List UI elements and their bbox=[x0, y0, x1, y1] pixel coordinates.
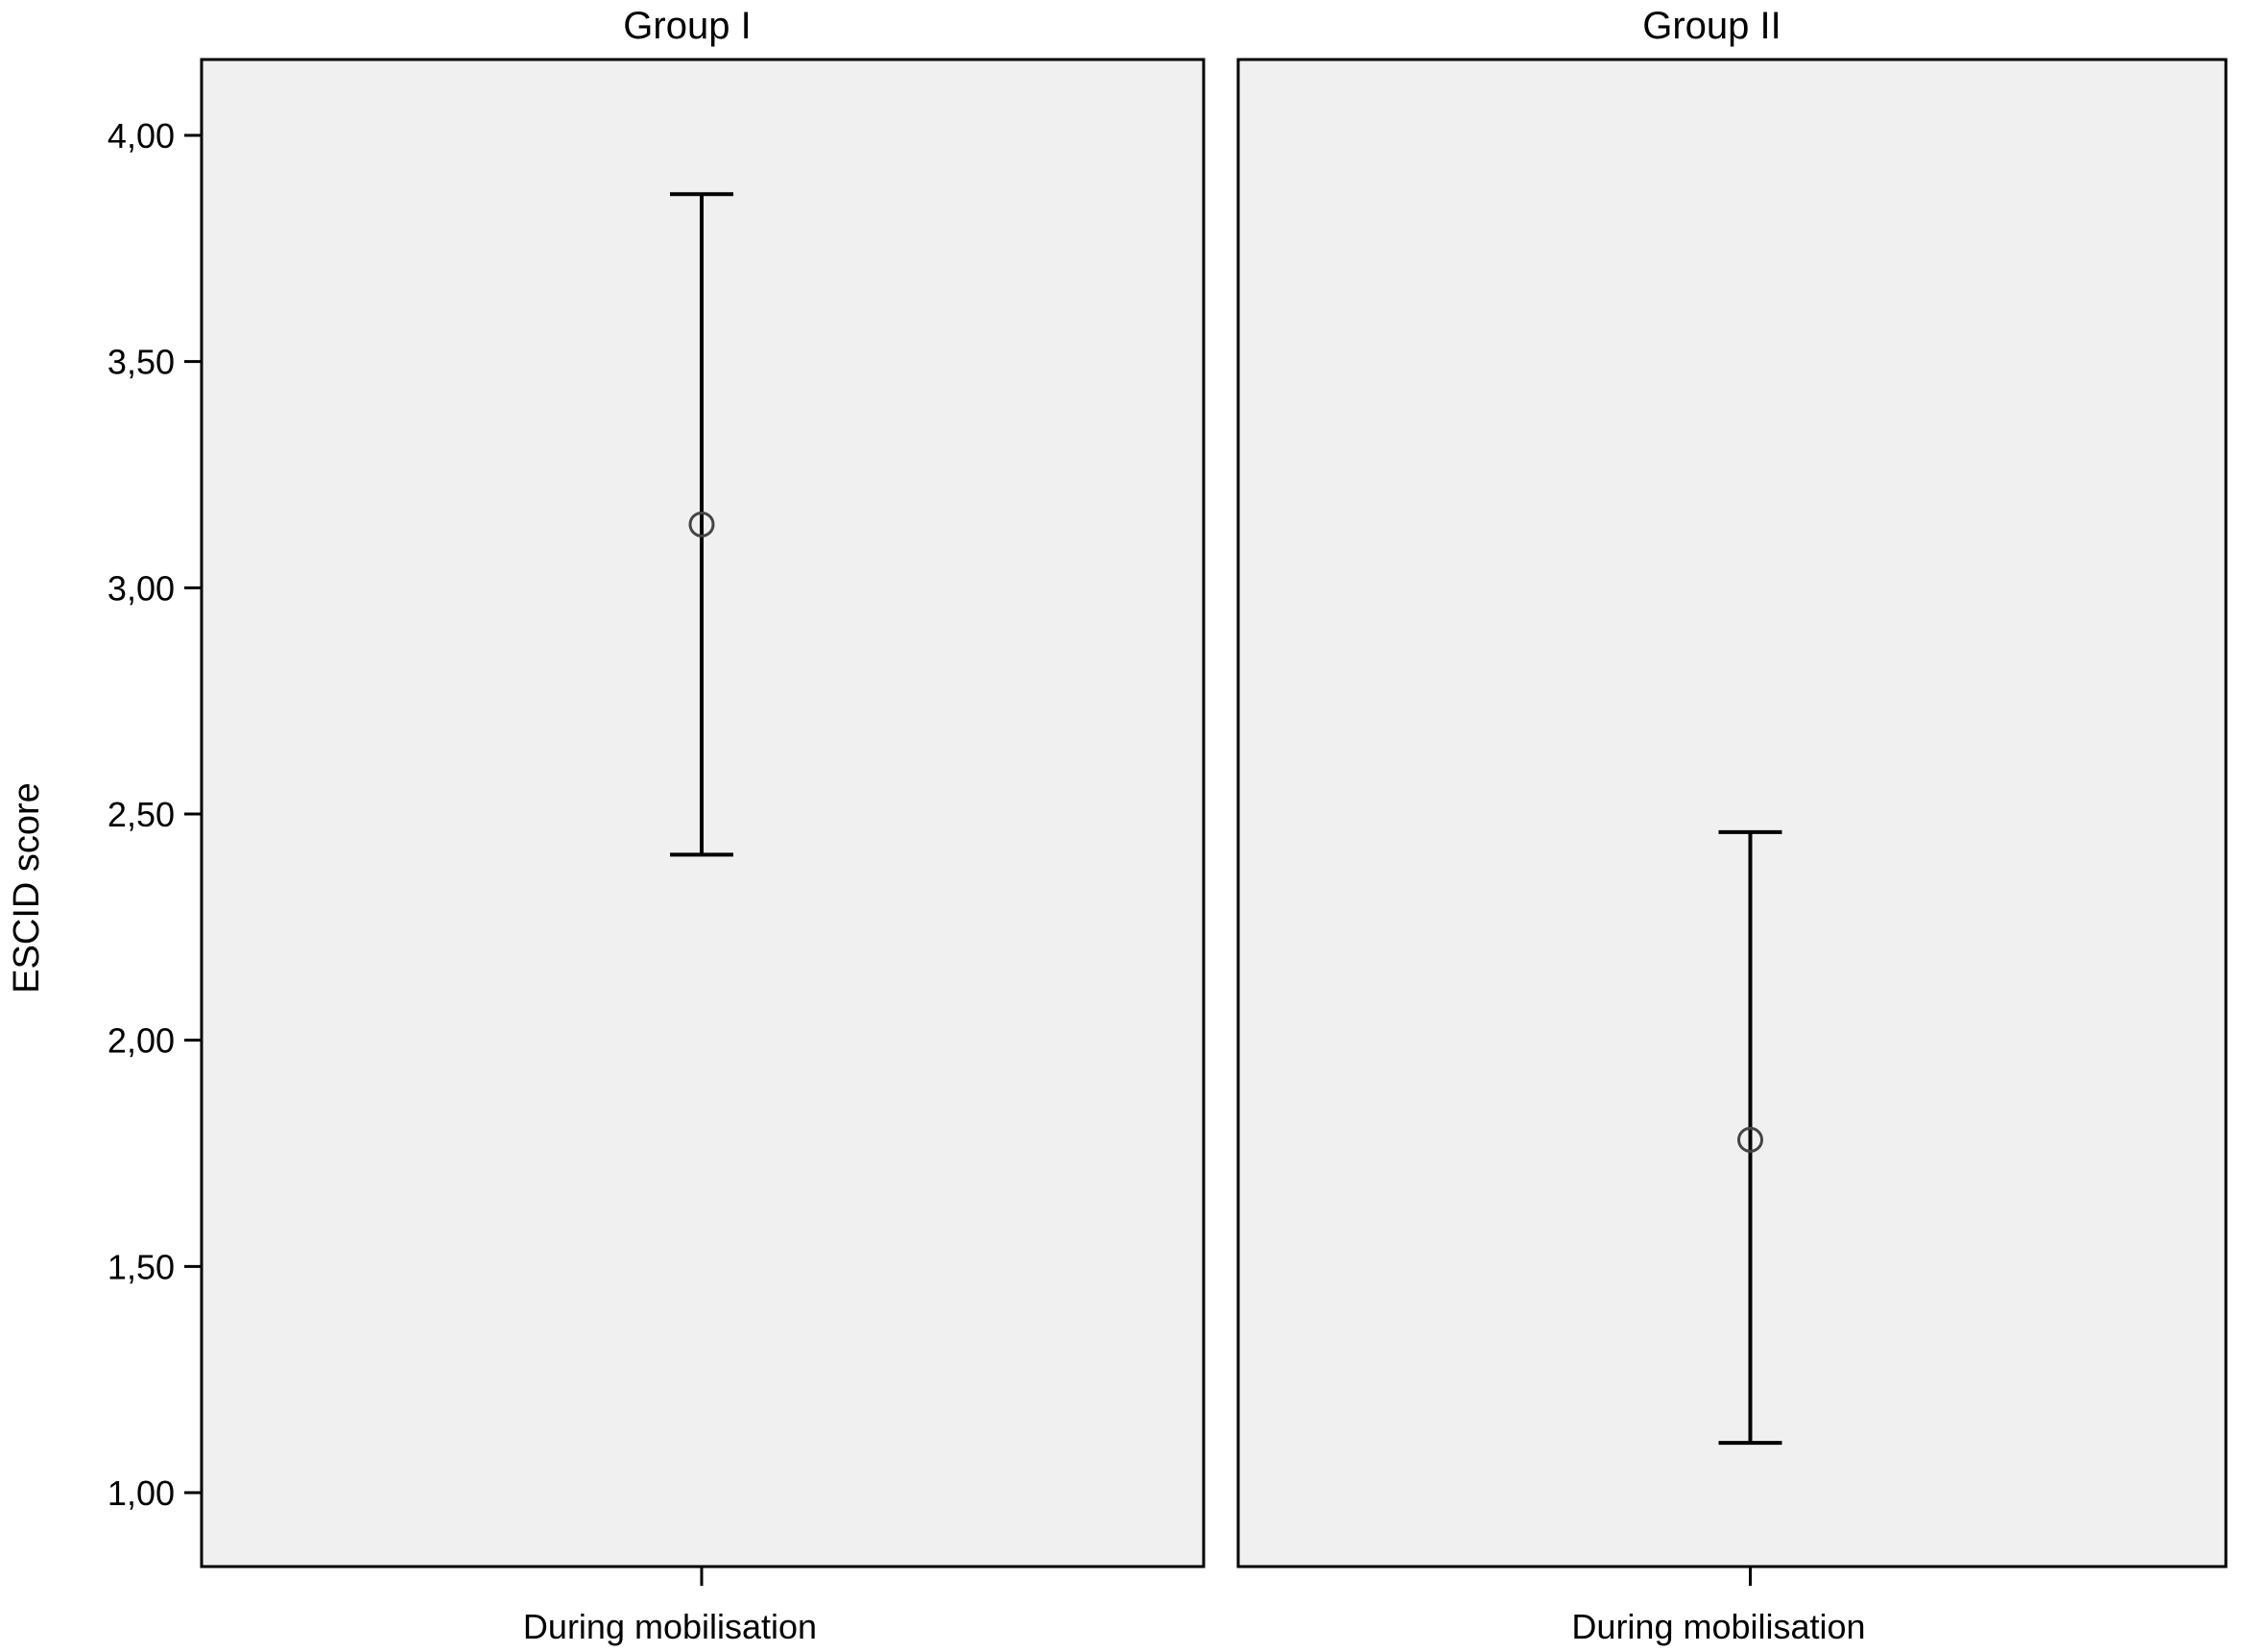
y-axis: 1,00 1,50 2,00 2,50 3,00 3,50 4,00 bbox=[108, 116, 202, 1513]
y-tick-label: 2,50 bbox=[108, 795, 175, 834]
x-tick-label: During mobilisation bbox=[523, 1607, 817, 1646]
y-tick-label: 3,00 bbox=[108, 568, 175, 608]
y-tick-label: 4,00 bbox=[108, 116, 175, 156]
y-tick-label: 2,00 bbox=[108, 1021, 175, 1061]
panel-title: Group II bbox=[1642, 5, 1781, 47]
mean-marker bbox=[1737, 1126, 1763, 1153]
x-tick-label: During mobilisation bbox=[1571, 1607, 1865, 1646]
mean-marker bbox=[688, 511, 715, 538]
panel-title: Group I bbox=[623, 5, 751, 47]
panel-group-i: Group I During mobilisation bbox=[200, 5, 1206, 1646]
y-axis-label: ESCID score bbox=[7, 782, 47, 994]
panel-frame bbox=[1236, 58, 2228, 1568]
y-tick-label: 1,00 bbox=[108, 1473, 175, 1513]
y-tick-label: 1,50 bbox=[108, 1247, 175, 1286]
panel-group-ii: Group II During mobilisation bbox=[1236, 5, 2228, 1646]
y-tick-label: 3,50 bbox=[108, 343, 175, 382]
